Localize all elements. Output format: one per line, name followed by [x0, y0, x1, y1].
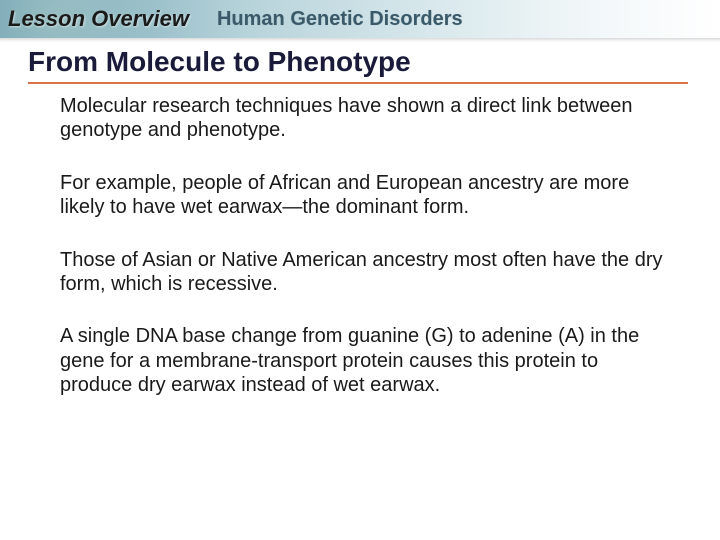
paragraph-3: Those of Asian or Native American ancest…	[60, 248, 672, 297]
paragraph-4: A single DNA base change from guanine (G…	[60, 324, 672, 397]
header-bar: Lesson Overview Human Genetic Disorders	[0, 0, 720, 38]
lesson-overview-label: Lesson Overview	[8, 6, 189, 32]
section-title: From Molecule to Phenotype	[28, 46, 688, 84]
header-shadow	[0, 38, 720, 42]
slide-container: Lesson Overview Human Genetic Disorders …	[0, 0, 720, 540]
paragraph-2: For example, people of African and Europ…	[60, 171, 672, 220]
paragraph-1: Molecular research techniques have shown…	[60, 94, 672, 143]
topic-title: Human Genetic Disorders	[217, 8, 463, 31]
body-text-region: Molecular research techniques have shown…	[60, 94, 672, 398]
